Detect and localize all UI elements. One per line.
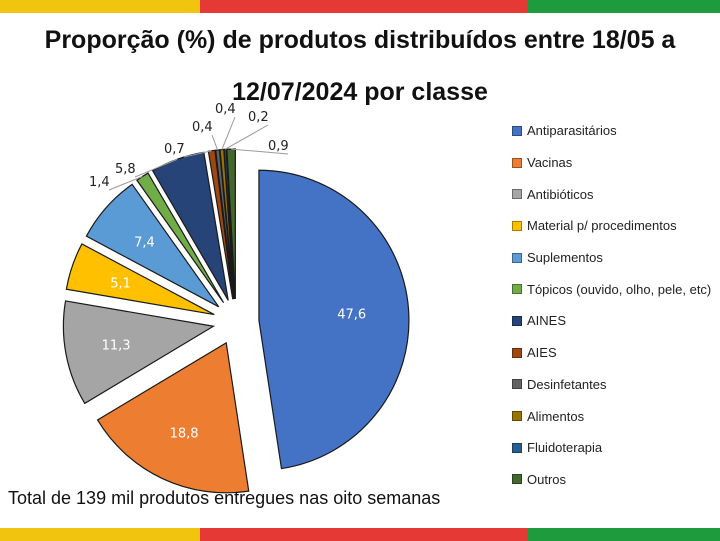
legend-label: Fluidoterapia [527,440,603,456]
leader-line-10 [221,116,236,150]
legend-item-8: AIES [512,337,720,369]
legend-label: Antiparasitários [527,123,617,139]
legend-item-6: Tópicos (ouvido, olho, pele, etc) [512,273,720,305]
legend-swatch [512,315,522,326]
chart-legend: Antiparasitários Vacinas Antibióticos Mater… [512,115,720,495]
top-color-stripe [0,0,720,13]
legend-item-7: AINES [512,305,720,337]
stripe-red-bottom [200,528,363,541]
legend-item-11: Fluidoterapia [512,432,720,464]
legend-item-12: Outros [512,464,720,496]
legend-label: Tópicos (ouvido, olho, pele, etc) [527,281,712,297]
leader-line-11 [224,124,269,150]
legend-label: AIES [527,345,557,361]
stripe-yellow [0,0,200,13]
data-label-9: 0,4 [192,120,213,135]
leader-line-6 [108,176,143,191]
legend-swatch [512,220,522,231]
legend-label: Suplementos [527,250,603,266]
legend-swatch [512,411,522,422]
pie-slice-6 [136,172,225,304]
data-label-10: 0,4 [215,102,236,117]
data-label-2: 18,8 [170,426,199,441]
stripe-yellow-bottom [0,528,200,541]
legend-item-5: Suplementos [512,242,720,274]
data-label-5: 7,4 [134,235,155,250]
pie-slice-3 [62,300,216,405]
leader-line-8 [183,150,212,158]
data-label-4: 5,1 [110,276,131,291]
legend-label: Antibióticos [527,186,594,202]
legend-label: Outros [527,471,567,487]
title-line-1: Proporção (%) de produtos distribuídos e… [44,26,676,54]
data-label-12: 0,9 [268,139,289,154]
stripe-green [527,0,720,13]
data-label-7: 5,8 [115,162,136,177]
legend-swatch [512,189,522,200]
chart-title: Proporção (%) de produtos distribuídos e… [0,14,720,118]
legend-swatch [512,284,522,295]
leader-line-7 [134,158,178,178]
stripe-green-bottom [527,528,720,541]
legend-swatch [512,379,522,390]
legend-label: Material p/ procedimentos [527,218,677,234]
title-line-2: 12/07/2024 por classe [232,78,488,106]
data-label-3: 11,3 [102,338,131,353]
legend-label: AINES [527,313,567,329]
pie-slice-5 [85,183,220,308]
legend-label: Alimentos [527,408,585,424]
stripe-red-2 [363,0,527,13]
data-label-8: 0,7 [164,142,185,157]
legend-swatch [512,125,522,136]
legend-swatch [512,474,522,485]
legend-label: Desinfetantes [527,376,607,392]
legend-swatch [512,252,522,263]
legend-item-4: Material p/ procedimentos [512,210,720,242]
stripe-red-2-bottom [363,528,527,541]
leader-line-12 [231,148,289,155]
legend-item-2: Vacinas [512,147,720,179]
leader-line-9 [211,134,219,151]
legend-label: Vacinas [527,155,573,171]
bottom-color-stripe [0,528,720,541]
legend-swatch [512,157,522,168]
stripe-red [200,0,363,13]
legend-item-10: Alimentos [512,400,720,432]
legend-item-3: Antibióticos [512,178,720,210]
legend-swatch [512,347,522,358]
pie-slice-2 [96,341,250,494]
data-label-1: 47,6 [337,307,366,322]
footer-note: Total de 139 mil produtos entregues nas … [8,488,441,508]
data-label-11: 0,2 [248,110,269,125]
pie-slice-4 [65,243,215,316]
pie-slice-1 [258,169,410,470]
legend-swatch [512,442,522,453]
data-label-6: 1,4 [89,175,110,190]
legend-item-1: Antiparasitários [512,115,720,147]
legend-item-9: Desinfetantes [512,369,720,401]
